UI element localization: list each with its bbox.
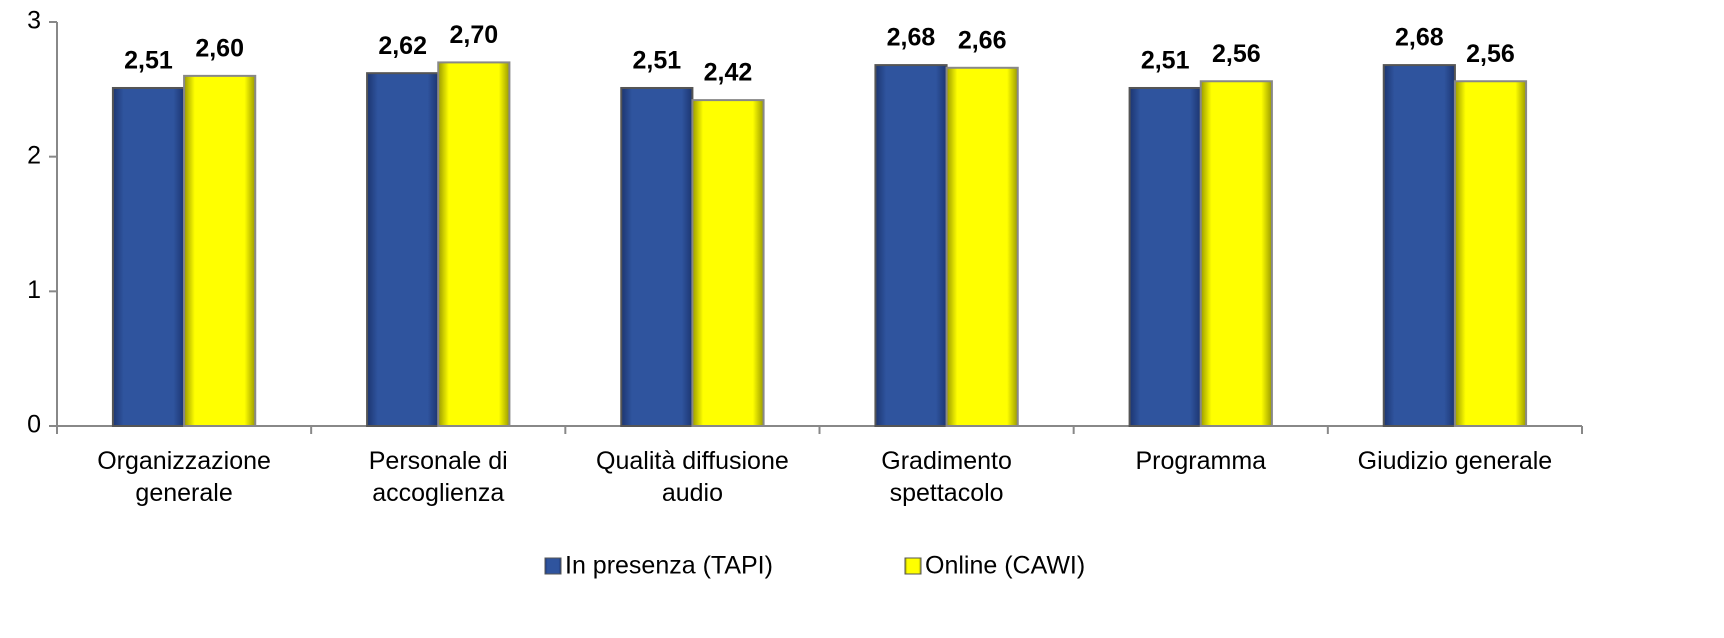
x-tick-label-line: spettacolo xyxy=(890,479,1004,507)
bar xyxy=(874,64,948,428)
bar xyxy=(620,86,694,427)
bar xyxy=(1199,80,1273,428)
x-tick-label-line: Gradimento xyxy=(881,447,1012,475)
bar xyxy=(1128,86,1202,427)
x-tick-label: Gradimento spettacolo xyxy=(881,447,1012,507)
y-tick-label: 3 xyxy=(27,7,41,35)
bar xyxy=(183,74,257,427)
y-tick-label: 1 xyxy=(27,276,41,304)
legend-swatch xyxy=(904,557,922,575)
bar xyxy=(366,72,440,427)
value-label: 2,68 xyxy=(1395,24,1444,52)
value-label: 2,56 xyxy=(1212,40,1261,68)
legend-label: In presenza (TAPI) xyxy=(565,552,773,580)
value-label: 2,66 xyxy=(958,26,1007,54)
legend-label: Online (CAWI) xyxy=(925,552,1085,580)
bar xyxy=(437,61,511,428)
x-tick-label-line: Programma xyxy=(1135,447,1266,475)
bar xyxy=(1453,80,1528,428)
x-tick-label-line: generale xyxy=(135,479,232,507)
y-tick-label: 0 xyxy=(27,411,41,439)
x-tick-label-line: accoglienza xyxy=(372,479,504,507)
value-label: 2,70 xyxy=(449,21,498,49)
x-tick-label: Qualità diffusione audio xyxy=(596,447,789,507)
bar xyxy=(945,66,1019,428)
x-tick-label: Personale di accoglienza xyxy=(369,447,508,507)
value-label: 2,51 xyxy=(124,47,173,75)
x-tick-label-line: Organizzazione xyxy=(97,447,271,475)
x-tick-label: Programma xyxy=(1135,447,1266,475)
legend-swatch xyxy=(544,557,562,575)
x-tick-label-line: audio xyxy=(662,479,723,507)
x-tick-label-line: Giudizio generale xyxy=(1358,447,1553,475)
bar xyxy=(111,86,186,427)
value-label: 2,51 xyxy=(632,47,681,75)
value-label: 2,62 xyxy=(378,32,427,60)
value-label: 2,56 xyxy=(1466,40,1515,68)
value-label: 2,60 xyxy=(195,34,244,62)
x-tick-label-line: Personale di xyxy=(369,447,508,475)
y-tick-label: 2 xyxy=(27,141,41,169)
value-label: 2,42 xyxy=(704,59,753,87)
bar xyxy=(691,99,765,428)
x-tick-label-line: Qualità diffusione xyxy=(596,447,789,475)
value-label: 2,51 xyxy=(1141,47,1190,75)
bar xyxy=(1382,64,1456,428)
x-tick-label: Organizzazione generale xyxy=(97,447,271,507)
value-label: 2,68 xyxy=(887,24,936,52)
x-tick-label: Giudizio generale xyxy=(1358,447,1553,475)
